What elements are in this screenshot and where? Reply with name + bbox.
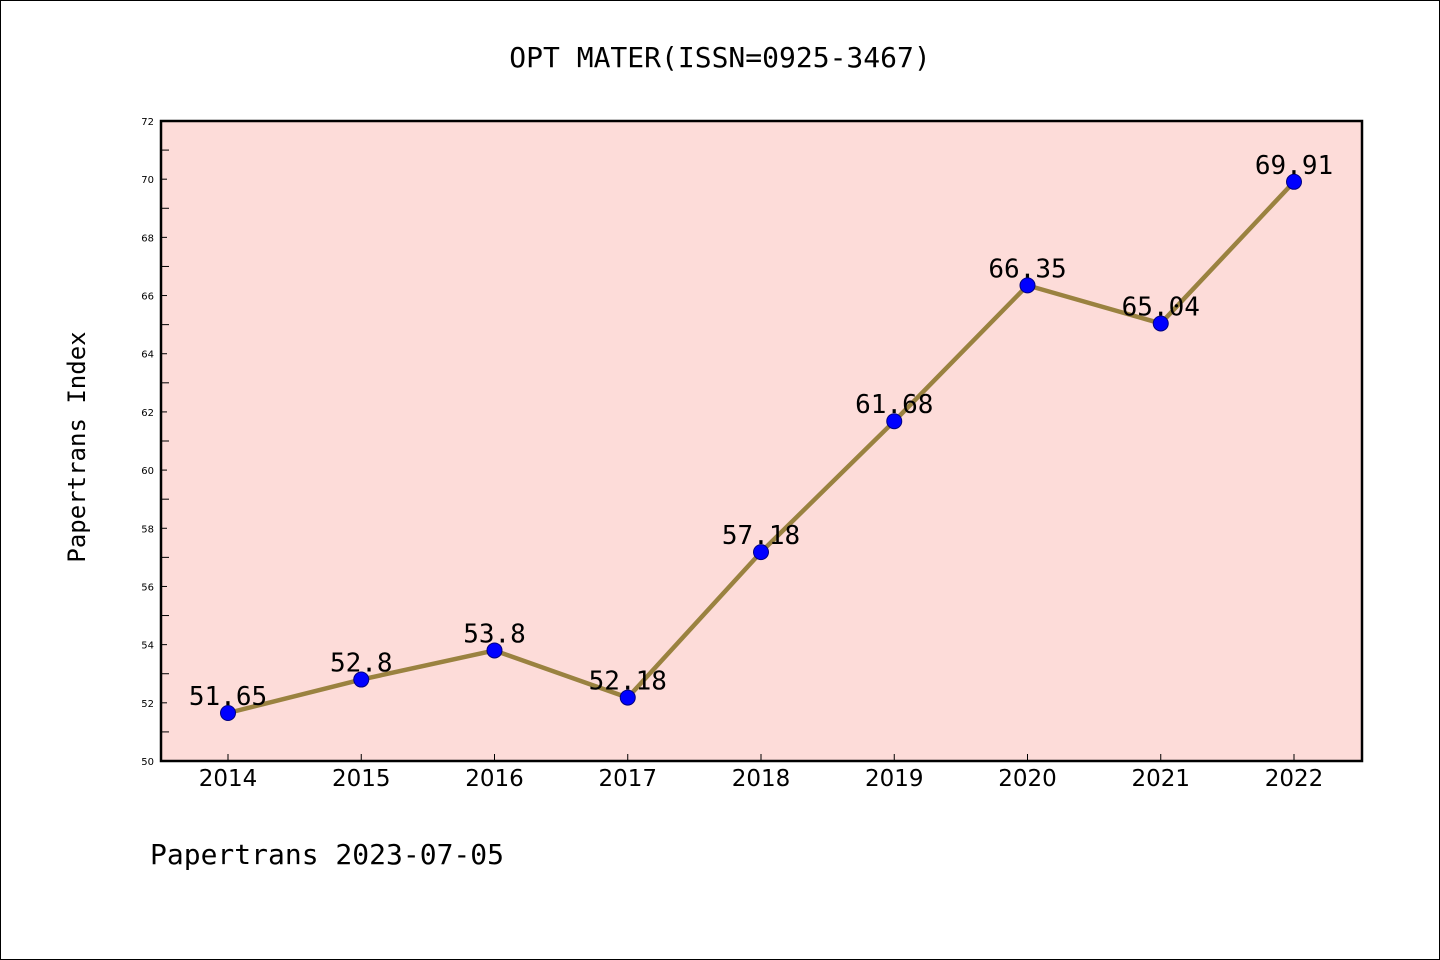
footer-source-date: Papertrans 2023-07-05: [150, 838, 504, 871]
plot-background: [161, 121, 1362, 761]
x-tick-label: 2019: [865, 766, 924, 792]
data-label: 66.35: [988, 254, 1066, 284]
data-label: 65.04: [1122, 292, 1200, 322]
data-label: 53.8: [463, 619, 526, 649]
data-point: [1019, 277, 1036, 294]
data-point: [353, 671, 370, 688]
y-tick-label: 50: [141, 757, 154, 768]
y-tick-label: 54: [141, 641, 154, 652]
data-point: [619, 689, 636, 706]
chart-title: OPT MATER(ISSN=0925-3467): [509, 41, 930, 74]
y-tick-label: 52: [141, 699, 154, 710]
y-tick-label: 66: [141, 292, 154, 303]
y-tick-label: 62: [141, 408, 154, 419]
data-label: 69.91: [1255, 151, 1333, 181]
x-tick-label: 2014: [199, 766, 258, 792]
data-point: [1152, 315, 1169, 332]
data-point: [486, 642, 503, 659]
data-point: [753, 544, 769, 561]
data-label: 51.65: [189, 682, 267, 712]
y-axis-label: Papertrans Index: [63, 331, 91, 562]
y-tick-label: 64: [141, 350, 154, 361]
data-label: 52.8: [330, 649, 393, 679]
x-tick-label: 2018: [732, 766, 791, 792]
data-point: [1286, 173, 1302, 190]
data-label: 61.68: [855, 390, 933, 420]
data-point: [220, 705, 236, 721]
plot-frame: [159, 119, 1364, 763]
data-label: 57.18: [722, 521, 800, 551]
x-tick-label: 2021: [1131, 766, 1190, 792]
x-tick-label: 2020: [998, 766, 1057, 792]
y-tick-label: 56: [141, 582, 154, 593]
y-tick-label: 70: [141, 175, 154, 186]
data-point: [886, 413, 903, 430]
x-tick-label: 2022: [1265, 766, 1324, 792]
plot-area: 50 52 54 56 58 60 62 64 66 68 70 72 2014 2015 2016 2017…: [141, 117, 1364, 792]
x-tick-label: 2015: [332, 766, 391, 792]
y-tick-label: 68: [141, 233, 154, 244]
y-tick-label: 72: [141, 117, 154, 128]
y-tick-label: 58: [141, 524, 154, 535]
y-tick-label: 60: [141, 466, 154, 477]
x-tick-label: 2017: [598, 766, 657, 792]
data-label: 52.18: [589, 667, 667, 697]
x-tick-label: 2016: [465, 766, 524, 792]
